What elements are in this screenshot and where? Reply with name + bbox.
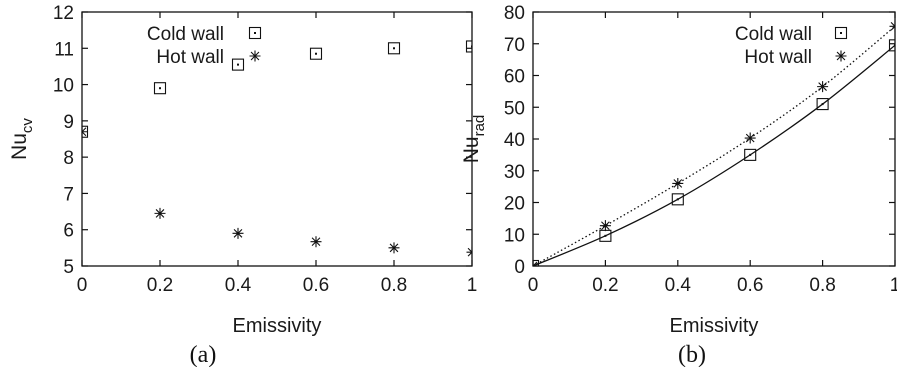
legend-label: Cold wall xyxy=(147,24,224,45)
y-tick-label: 11 xyxy=(54,39,74,60)
data-point-square-dot xyxy=(894,44,895,47)
series-line-star xyxy=(533,25,895,266)
data-point-star xyxy=(466,246,472,258)
plot-frame xyxy=(532,11,896,267)
y-tick-label: 6 xyxy=(63,221,74,242)
y-tick-label: 60 xyxy=(504,67,525,88)
x-tick-label: 1 xyxy=(890,275,897,296)
data-point-square-dot xyxy=(749,153,752,156)
y-tick-label: 10 xyxy=(504,225,525,246)
data-point-square xyxy=(153,82,167,95)
panel-caption: (b) xyxy=(678,342,706,367)
y-tick-label: 0 xyxy=(514,257,525,278)
x-tick-label: 0 xyxy=(77,275,88,296)
y-axis-label-main: Nu xyxy=(460,136,483,163)
y-tick-label: 30 xyxy=(504,162,525,183)
data-point-square-dot xyxy=(393,47,395,50)
panel-caption: (a) xyxy=(190,342,217,367)
x-tick-label: 1 xyxy=(467,275,478,296)
data-point-square xyxy=(387,42,401,55)
data-point-square xyxy=(744,148,757,161)
x-tick-label: 0.8 xyxy=(381,275,407,296)
legend-marker-square xyxy=(248,26,262,40)
y-axis-label-sub: rad xyxy=(471,115,488,137)
legend-label: Hot wall xyxy=(156,47,224,68)
y-tick-label: 50 xyxy=(504,98,525,119)
chart-1: 0 0.2 0.4 0.6 0.8 101020304050607080Emissivit… xyxy=(460,3,897,367)
data-point-star xyxy=(82,126,88,138)
plot-area xyxy=(82,40,472,258)
legend-label: Cold wall xyxy=(735,24,812,45)
y-axis-label: Nucv xyxy=(8,118,36,160)
x-tick-label: 0 xyxy=(528,275,539,296)
data-point-star xyxy=(672,177,684,189)
x-axis-label: Emissivity xyxy=(233,315,322,337)
x-tick-label: 0.8 xyxy=(809,275,835,296)
data-point-star xyxy=(232,227,244,239)
x-tick-label: 0.4 xyxy=(665,275,692,296)
y-tick-label: 5 xyxy=(63,257,74,278)
legend-marker-square xyxy=(834,26,848,40)
plot-area xyxy=(533,20,895,266)
data-point-square xyxy=(465,40,472,53)
y-axis-label: Nurad xyxy=(460,115,488,164)
y-tick-label: 20 xyxy=(504,194,525,215)
y-axis-label-main: Nu xyxy=(8,133,31,160)
data-point-star xyxy=(310,236,322,248)
legend-marker-square-dot xyxy=(254,32,256,34)
x-tick-label: 0.2 xyxy=(147,275,173,296)
chart-0: 0 0.2 0.4 0.6 0.8 1 5 6 7 8 9 10 11 12 Emissivity Nucv (… xyxy=(8,3,478,367)
y-axis-label-sub: cv xyxy=(19,118,36,134)
legend-marker-star xyxy=(249,50,261,62)
y-tick-label: 7 xyxy=(63,184,74,205)
data-point-star xyxy=(154,207,166,219)
y-tick-label: 10 xyxy=(53,76,74,97)
data-point-square-dot xyxy=(315,52,317,55)
plot-frame xyxy=(81,11,473,267)
data-point-square-dot xyxy=(237,63,239,66)
data-point-square-dot xyxy=(471,45,472,48)
x-axis-label: Emissivity xyxy=(670,315,759,337)
legend-marker-square-dot xyxy=(840,32,842,34)
data-point-square-dot xyxy=(604,234,607,237)
y-tick-label: 9 xyxy=(63,112,74,133)
data-point-square xyxy=(816,98,829,111)
data-point-square xyxy=(231,58,245,71)
x-tick-label: 0.2 xyxy=(592,275,618,296)
x-tick-label: 0.6 xyxy=(303,275,329,296)
y-tick-label: 70 xyxy=(504,35,525,56)
data-point-star xyxy=(744,132,756,144)
data-point-star xyxy=(817,81,829,93)
data-point-star xyxy=(599,220,611,232)
x-tick-label: 0.4 xyxy=(225,275,252,296)
y-tick-label: 80 xyxy=(504,3,525,24)
y-tick-label: 12 xyxy=(53,3,74,24)
data-point-square xyxy=(309,47,323,60)
y-tick-label: 8 xyxy=(63,148,74,169)
data-point-star xyxy=(388,242,400,254)
x-tick-label: 0.6 xyxy=(737,275,763,296)
data-point-square xyxy=(888,39,895,52)
legend-marker-star xyxy=(835,50,847,62)
legend-label: Hot wall xyxy=(744,47,812,68)
data-point-square-dot xyxy=(821,103,824,106)
y-tick-label: 40 xyxy=(504,130,525,151)
data-point-star xyxy=(533,260,539,266)
data-point-square-dot xyxy=(676,198,679,201)
series-line-square xyxy=(533,44,895,266)
data-point-square-dot xyxy=(159,87,161,90)
data-point-square xyxy=(671,193,684,206)
